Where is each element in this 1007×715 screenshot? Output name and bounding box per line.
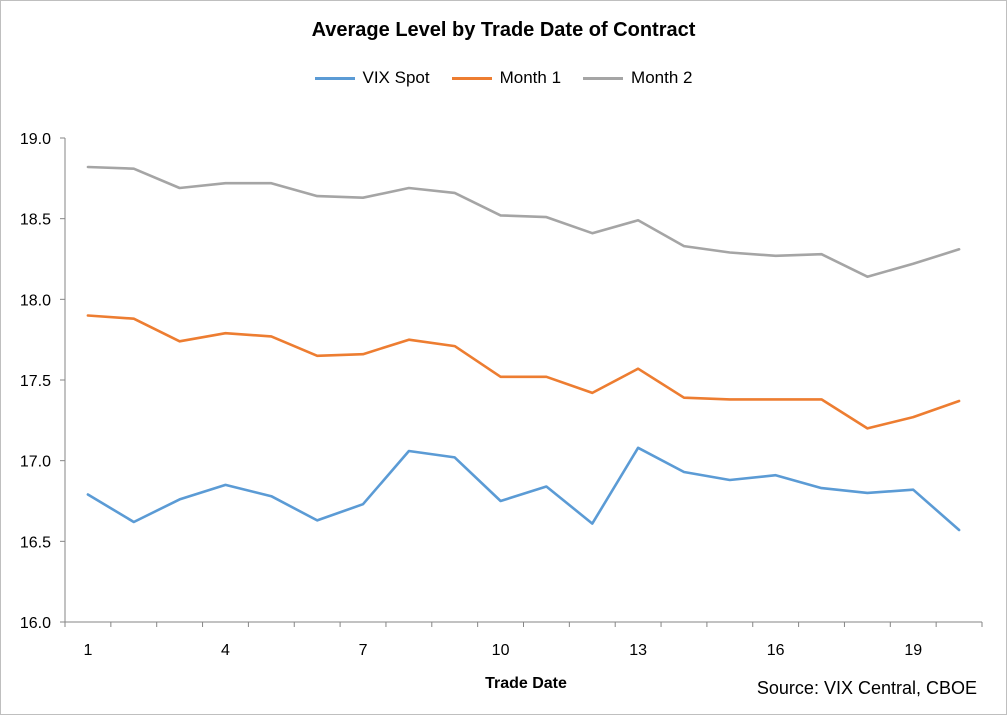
series-line-month-2: [86, 165, 961, 279]
legend-label-month-1: Month 1: [499, 68, 562, 87]
legend-label-vix-spot: VIX Spot: [362, 68, 430, 87]
legend-item-month-1: Month 1: [451, 68, 562, 88]
x-tick-label: 4: [221, 642, 230, 659]
x-tick-label: 10: [492, 642, 510, 659]
y-tick-label: 18.5: [20, 212, 51, 229]
legend-label-month-2: Month 2: [631, 68, 693, 87]
y-tick-label: 17.5: [20, 373, 51, 390]
legend-swatch-month-1: [451, 76, 492, 80]
x-tick-label: 13: [629, 642, 647, 659]
legend: VIX Spot Month 1 Month 2: [0, 68, 1007, 88]
y-tick-label: 16.5: [20, 534, 51, 551]
series-line-month-1: [86, 314, 961, 430]
series-line-vix-spot: [86, 446, 961, 532]
x-tick-label: 7: [359, 642, 368, 659]
legend-item-month-2: Month 2: [583, 68, 692, 88]
axes: 16.0 16.5 17.0 17.5 18.0 18.5 19.0 1 4 7 10 13 16 19: [20, 131, 983, 659]
x-axis-title: Trade Date: [485, 675, 567, 692]
x-tick-label: 19: [904, 642, 922, 659]
series-group: [86, 165, 961, 532]
y-tick-label: 17.0: [20, 454, 51, 471]
legend-swatch-month-2: [583, 76, 624, 80]
y-tick-label: 19.0: [20, 131, 51, 148]
legend-item-vix-spot: VIX Spot: [314, 68, 430, 88]
y-tick-label: 16.0: [20, 615, 51, 632]
x-tick-label: 1: [83, 642, 92, 659]
legend-swatch-vix-spot: [314, 76, 355, 80]
y-tick-label: 18.0: [20, 292, 51, 309]
source-note: Source: VIX Central, CBOE: [756, 678, 977, 698]
x-tick-label: 16: [767, 642, 785, 659]
chart-title: Average Level by Trade Date of Contract: [311, 19, 696, 41]
